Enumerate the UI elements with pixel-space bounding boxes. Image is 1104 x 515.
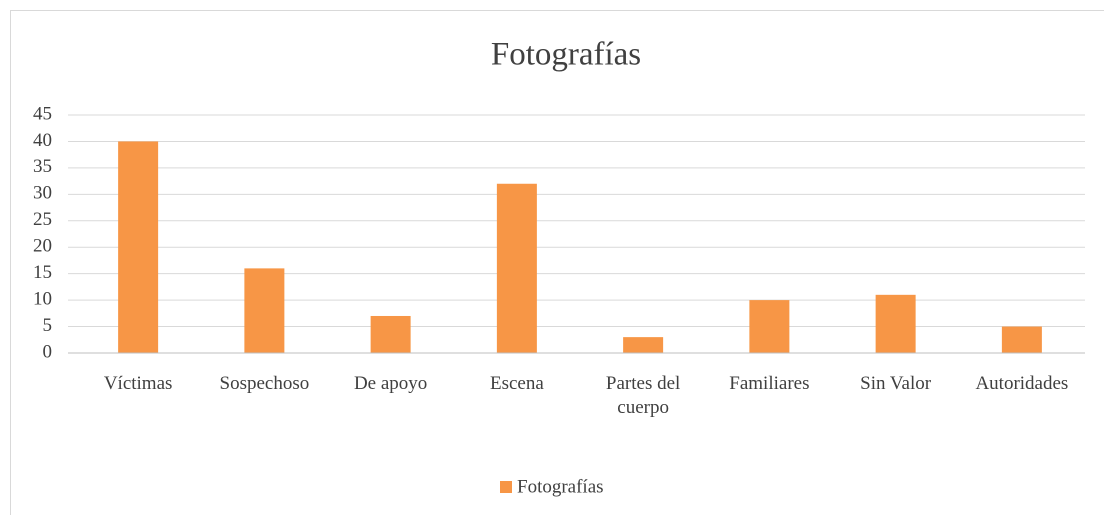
y-tick-label: 40 [33,130,52,151]
chart-title: Fotografías [491,37,641,73]
x-tick-label: Autoridades [975,373,1069,394]
y-tick-label: 45 [33,103,52,124]
y-tick-label: 10 [33,288,52,309]
y-tick-label: 30 [33,183,52,204]
x-tick-label: Víctimas [103,373,173,394]
y-tick-label: 20 [33,236,52,257]
bar [623,337,664,353]
x-tick-label: Sospechoso [219,373,310,394]
y-tick-label: 0 [43,341,53,362]
x-tick-label: Escena [489,373,544,394]
legend-label: Fotografías [517,476,604,497]
y-tick-label: 25 [33,209,52,230]
bar [875,294,916,353]
chart-border [10,10,1104,515]
bar [370,315,411,353]
bar [1001,326,1042,353]
bar [244,268,285,353]
bar [118,141,159,353]
y-tick-label: 15 [33,262,52,283]
y-tick-label: 5 [43,315,53,336]
bar [496,183,537,353]
x-tick-label: Sin Valor [860,373,932,394]
bar [749,300,790,353]
x-tick-label: De apoyo [353,373,428,394]
legend-swatch [500,481,512,493]
x-tick-label: Familiares [729,373,810,394]
y-tick-label: 35 [33,156,52,177]
x-tick-label: Partes del cuerpo [605,373,681,418]
